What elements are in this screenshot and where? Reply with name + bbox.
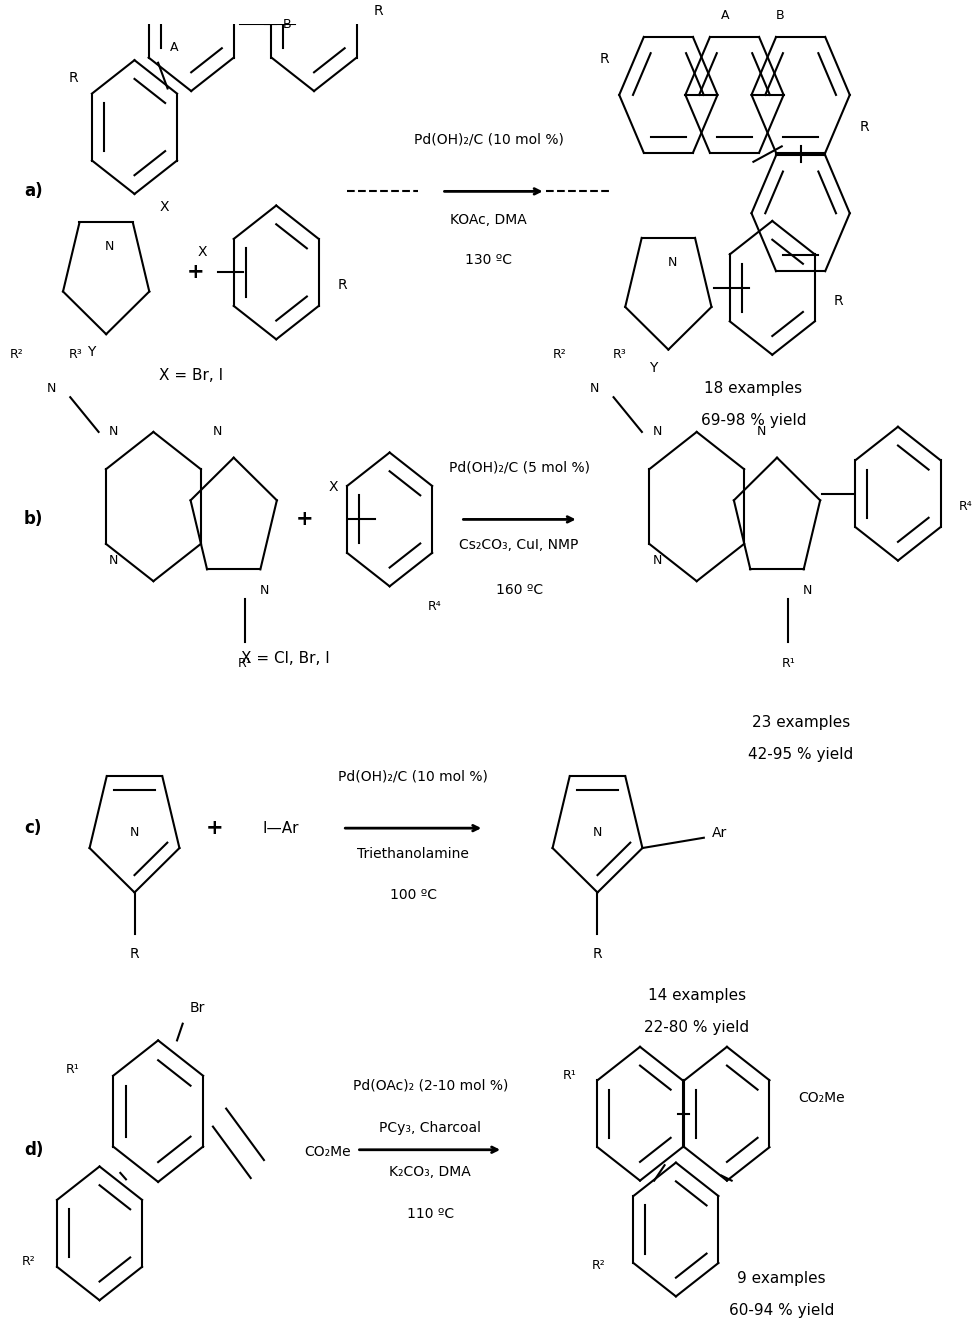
Text: N: N: [130, 825, 139, 839]
Text: R²: R²: [21, 1255, 35, 1268]
Text: R¹: R¹: [238, 657, 252, 670]
Text: Pd(OAc)₂ (2-10 mol %): Pd(OAc)₂ (2-10 mol %): [353, 1079, 508, 1092]
Text: a): a): [24, 183, 43, 200]
Text: Ar: Ar: [712, 825, 728, 840]
Text: R²: R²: [10, 348, 23, 362]
Text: K₂CO₃, DMA: K₂CO₃, DMA: [390, 1165, 471, 1179]
Text: R²: R²: [591, 1259, 606, 1272]
Text: d): d): [24, 1141, 43, 1159]
Text: N: N: [47, 382, 56, 395]
Text: R³: R³: [69, 348, 83, 362]
Text: 130 ºC: 130 ºC: [465, 253, 512, 266]
Text: 110 ºC: 110 ºC: [406, 1207, 453, 1222]
Text: 23 examples: 23 examples: [751, 716, 850, 730]
Text: N: N: [109, 425, 118, 439]
Text: I—Ar: I—Ar: [263, 820, 299, 836]
Text: R: R: [860, 121, 870, 134]
Text: X: X: [328, 480, 338, 494]
Text: Y: Y: [649, 360, 658, 375]
Text: X: X: [197, 245, 207, 258]
Text: N: N: [109, 554, 118, 567]
Text: N: N: [213, 425, 223, 439]
Text: R: R: [338, 278, 347, 293]
Text: R: R: [593, 947, 602, 961]
Text: N: N: [593, 825, 602, 839]
Text: c): c): [24, 819, 41, 837]
Text: X: X: [160, 200, 169, 213]
Text: R¹: R¹: [782, 657, 795, 670]
Text: Cs₂CO₃, CuI, NMP: Cs₂CO₃, CuI, NMP: [459, 538, 578, 553]
Text: PCy₃, Charcoal: PCy₃, Charcoal: [379, 1121, 482, 1136]
Text: R⁴: R⁴: [959, 500, 973, 513]
Text: N: N: [590, 382, 599, 395]
Text: Pd(OH)₂/C (5 mol %): Pd(OH)₂/C (5 mol %): [448, 461, 589, 474]
Text: KOAc, DMA: KOAc, DMA: [450, 213, 528, 227]
Text: 18 examples: 18 examples: [704, 380, 802, 396]
Text: Pd(OH)₂/C (10 mol %): Pd(OH)₂/C (10 mol %): [338, 770, 488, 783]
Text: N: N: [667, 256, 677, 269]
Text: A: A: [170, 41, 179, 54]
Text: 100 ºC: 100 ºC: [390, 888, 437, 902]
Text: N: N: [653, 425, 661, 439]
Text: +: +: [206, 818, 224, 839]
Text: R: R: [373, 4, 383, 19]
Text: Triethanolamine: Triethanolamine: [358, 847, 469, 861]
Text: 22-80 % yield: 22-80 % yield: [644, 1020, 749, 1035]
Text: N: N: [259, 584, 269, 596]
Text: B: B: [283, 17, 291, 30]
Text: 9 examples: 9 examples: [738, 1271, 827, 1285]
Text: 160 ºC: 160 ºC: [495, 583, 542, 598]
Text: R⁴: R⁴: [428, 600, 442, 613]
Text: R: R: [68, 72, 78, 85]
Text: R: R: [833, 294, 843, 307]
Text: N: N: [802, 584, 812, 596]
Text: B: B: [776, 9, 785, 21]
Text: +: +: [296, 509, 314, 530]
Text: 60-94 % yield: 60-94 % yield: [729, 1302, 834, 1318]
Text: R³: R³: [613, 348, 626, 362]
Text: A: A: [721, 9, 729, 21]
Text: Br: Br: [191, 1002, 205, 1015]
Text: Y: Y: [87, 346, 95, 359]
Text: X = Cl, Br, I: X = Cl, Br, I: [241, 651, 330, 666]
Text: 42-95 % yield: 42-95 % yield: [748, 747, 853, 762]
Text: R¹: R¹: [563, 1069, 576, 1081]
Text: N: N: [653, 554, 661, 567]
Text: CO₂Me: CO₂Me: [798, 1092, 844, 1105]
Text: CO₂Me: CO₂Me: [305, 1145, 351, 1159]
Text: +: +: [188, 262, 205, 282]
Text: R: R: [599, 52, 609, 66]
Text: R: R: [130, 947, 140, 961]
Text: b): b): [24, 510, 43, 529]
Text: X = Br, I: X = Br, I: [159, 368, 224, 383]
Text: 14 examples: 14 examples: [648, 988, 745, 1003]
Text: Pd(OH)₂/C (10 mol %): Pd(OH)₂/C (10 mol %): [414, 132, 564, 147]
Text: 69-98 % yield: 69-98 % yield: [701, 413, 806, 428]
Text: N: N: [756, 425, 766, 439]
Text: N: N: [106, 240, 114, 253]
Text: R²: R²: [553, 348, 567, 362]
Text: R¹: R¹: [66, 1064, 80, 1076]
